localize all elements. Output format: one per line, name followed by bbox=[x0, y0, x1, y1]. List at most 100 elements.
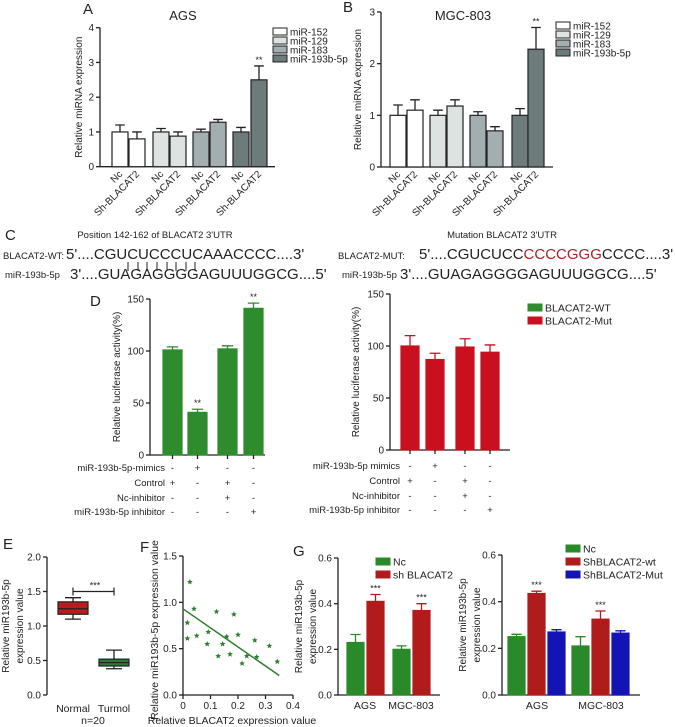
bar bbox=[346, 641, 365, 696]
y-axis-label: expression value bbox=[472, 587, 483, 662]
chart-title: AGS bbox=[169, 8, 197, 23]
y-tick-label: 0 bbox=[369, 163, 375, 174]
y-tick-label: 1.5 bbox=[27, 587, 41, 598]
y-tick-label: 0.2 bbox=[482, 644, 496, 655]
y-axis-label: expression value bbox=[15, 588, 26, 663]
error-bar bbox=[173, 131, 183, 137]
scatter-point bbox=[227, 651, 233, 657]
error-bar bbox=[595, 610, 606, 620]
error-bar bbox=[450, 99, 460, 107]
legend-label: miR-193b-5p bbox=[290, 55, 348, 66]
bar bbox=[571, 645, 590, 696]
x-tick-label: AGS bbox=[526, 700, 548, 712]
legend-swatch bbox=[272, 45, 288, 54]
wt-sequence: 5'....CGUCUCCCUCAAACCCC....3' bbox=[66, 246, 304, 263]
significance-label: ** bbox=[255, 55, 263, 65]
condition-sign: - bbox=[463, 505, 466, 516]
panel-label: E bbox=[3, 536, 13, 553]
bar bbox=[486, 130, 504, 168]
bar bbox=[412, 609, 431, 696]
panel-label: D bbox=[90, 293, 101, 310]
legend-swatch bbox=[375, 570, 391, 579]
y-tick-label: 50 bbox=[373, 394, 385, 405]
panel-label: F bbox=[140, 539, 149, 556]
condition-label: Control bbox=[369, 476, 400, 487]
error-bar bbox=[531, 26, 541, 50]
y-axis-label: Relative miR193b-5p bbox=[294, 579, 305, 673]
mut-mirna-sequence: 3'....GUAGAGGGGAGUUUGGCG....5' bbox=[400, 266, 657, 283]
y-tick-label: 2 bbox=[369, 59, 375, 70]
x-tick-label: 0 bbox=[180, 701, 186, 712]
y-axis-label: expression value bbox=[308, 589, 319, 664]
error-bar bbox=[166, 346, 179, 350]
error-bar bbox=[213, 118, 223, 123]
x-axis-label: Relative BLACAT2 expression value bbox=[148, 715, 317, 727]
error-bar bbox=[370, 593, 381, 602]
significance-label: *** bbox=[416, 593, 427, 603]
bar bbox=[480, 351, 500, 451]
legend-swatch bbox=[555, 48, 571, 57]
y-tick-label: 50 bbox=[133, 399, 145, 410]
significance-label: *** bbox=[370, 584, 381, 594]
chart-D2: 0 50 100 150 Relative luciferase activity(%)… bbox=[309, 290, 612, 517]
condition-label: Nc-inhibitor bbox=[117, 493, 165, 504]
y-tick-label: 0.0 bbox=[318, 691, 332, 702]
y-tick-label: 0.0 bbox=[163, 691, 177, 702]
condition-sign: - bbox=[226, 463, 229, 474]
y-axis-label: Relative miR193b-5p expression value bbox=[149, 540, 161, 720]
bar bbox=[429, 114, 447, 168]
error-bar bbox=[459, 338, 471, 348]
condition-sign: - bbox=[196, 478, 199, 489]
error-bar bbox=[515, 107, 525, 116]
mut-title: Mutation BLACAT2 3'UTR bbox=[447, 230, 557, 241]
y-axis-label: Relative miR193b-5p bbox=[1, 579, 12, 673]
scatter-point bbox=[187, 578, 193, 585]
panel-label: A bbox=[83, 1, 93, 18]
significance-label: ** bbox=[250, 292, 258, 302]
error-bar bbox=[511, 633, 522, 637]
y-tick-label: 1.5 bbox=[163, 552, 177, 563]
bar bbox=[209, 121, 227, 168]
bar bbox=[250, 79, 268, 168]
legend-label: miR-152 bbox=[573, 22, 611, 33]
condition-sign: - bbox=[433, 476, 436, 487]
condition-sign: - bbox=[408, 505, 411, 516]
y-tick-label: 0.4 bbox=[482, 597, 496, 608]
error-bar bbox=[615, 630, 626, 634]
x-tick-label: Turmol bbox=[98, 703, 130, 715]
condition-sign: - bbox=[408, 491, 411, 502]
condition-sign: - bbox=[171, 463, 174, 474]
y-tick-label: 1 bbox=[369, 111, 375, 122]
mut-label: BLACAT2-MUT: bbox=[338, 251, 405, 262]
error-bar bbox=[221, 345, 234, 349]
legend-swatch bbox=[555, 30, 571, 39]
legend-label: miR-129 bbox=[573, 31, 611, 42]
legend-swatch bbox=[375, 557, 391, 566]
error-bar bbox=[132, 131, 142, 139]
bar bbox=[406, 109, 424, 168]
condition-sign: - bbox=[196, 507, 199, 518]
chart-F: F 0.0 0.5 1.0 1.5 0 0.1 0.2 0.3 0.4 Relative BLACA… bbox=[140, 539, 316, 727]
fit-line bbox=[182, 608, 280, 677]
panel-label-c: C bbox=[5, 227, 16, 244]
scatter-point bbox=[184, 619, 191, 626]
scatter-point bbox=[266, 642, 273, 649]
bar bbox=[425, 358, 445, 451]
scatter-point bbox=[251, 637, 258, 643]
condition-sign: + bbox=[225, 493, 231, 504]
mut-mirna-label: miR-193b-5p bbox=[342, 270, 397, 281]
condition-sign: - bbox=[196, 493, 199, 504]
legend-label: sh BLACAT2 bbox=[393, 570, 453, 582]
error-bar bbox=[531, 590, 542, 594]
condition-sign: - bbox=[488, 491, 491, 502]
condition-sign: - bbox=[488, 461, 491, 472]
error-bar bbox=[115, 124, 125, 132]
sample-size-note: n=20 bbox=[81, 715, 105, 727]
scatter-point bbox=[213, 608, 220, 614]
legend-label: ShBLACAT2-wt bbox=[583, 557, 656, 569]
scatter-point bbox=[253, 654, 260, 660]
x-tick-label: 0.3 bbox=[259, 701, 273, 712]
